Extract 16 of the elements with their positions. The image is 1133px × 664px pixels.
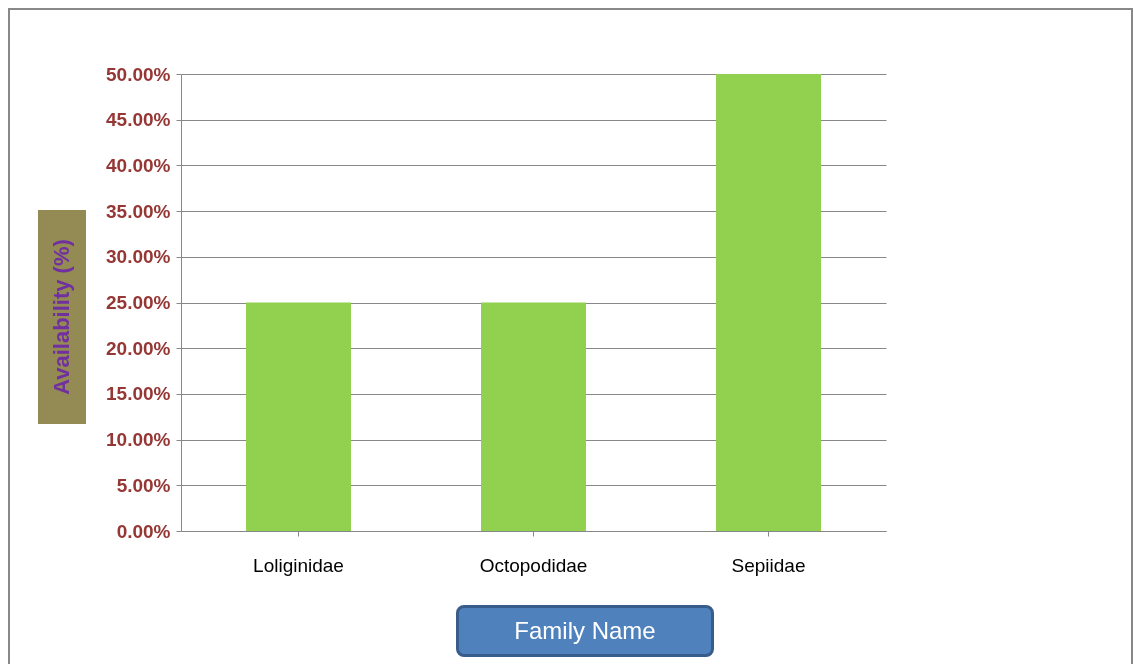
- x-tick-label: Sepiidae: [731, 554, 806, 576]
- x-axis-title: Family Name: [456, 605, 714, 657]
- y-tick-label: 35.00%: [106, 200, 171, 222]
- y-tick-label: 20.00%: [106, 337, 171, 359]
- y-tick-label: 30.00%: [106, 246, 171, 268]
- y-tick-label: 45.00%: [106, 109, 171, 131]
- y-tick-label: 10.00%: [106, 429, 171, 451]
- y-tick-label: 25.00%: [106, 292, 171, 313]
- y-axis-title: Availability (%): [49, 239, 75, 395]
- x-tick-label: Octopodidae: [479, 554, 588, 576]
- y-tick-label: 5.00%: [116, 474, 171, 496]
- y-tick-label: 40.00%: [106, 154, 171, 176]
- y-tick-label: 0.00%: [116, 520, 171, 542]
- y-tick-label: 50.00%: [106, 63, 171, 85]
- y-tick-label: 15.00%: [106, 383, 171, 405]
- x-tick-label: Loliginidae: [253, 554, 344, 576]
